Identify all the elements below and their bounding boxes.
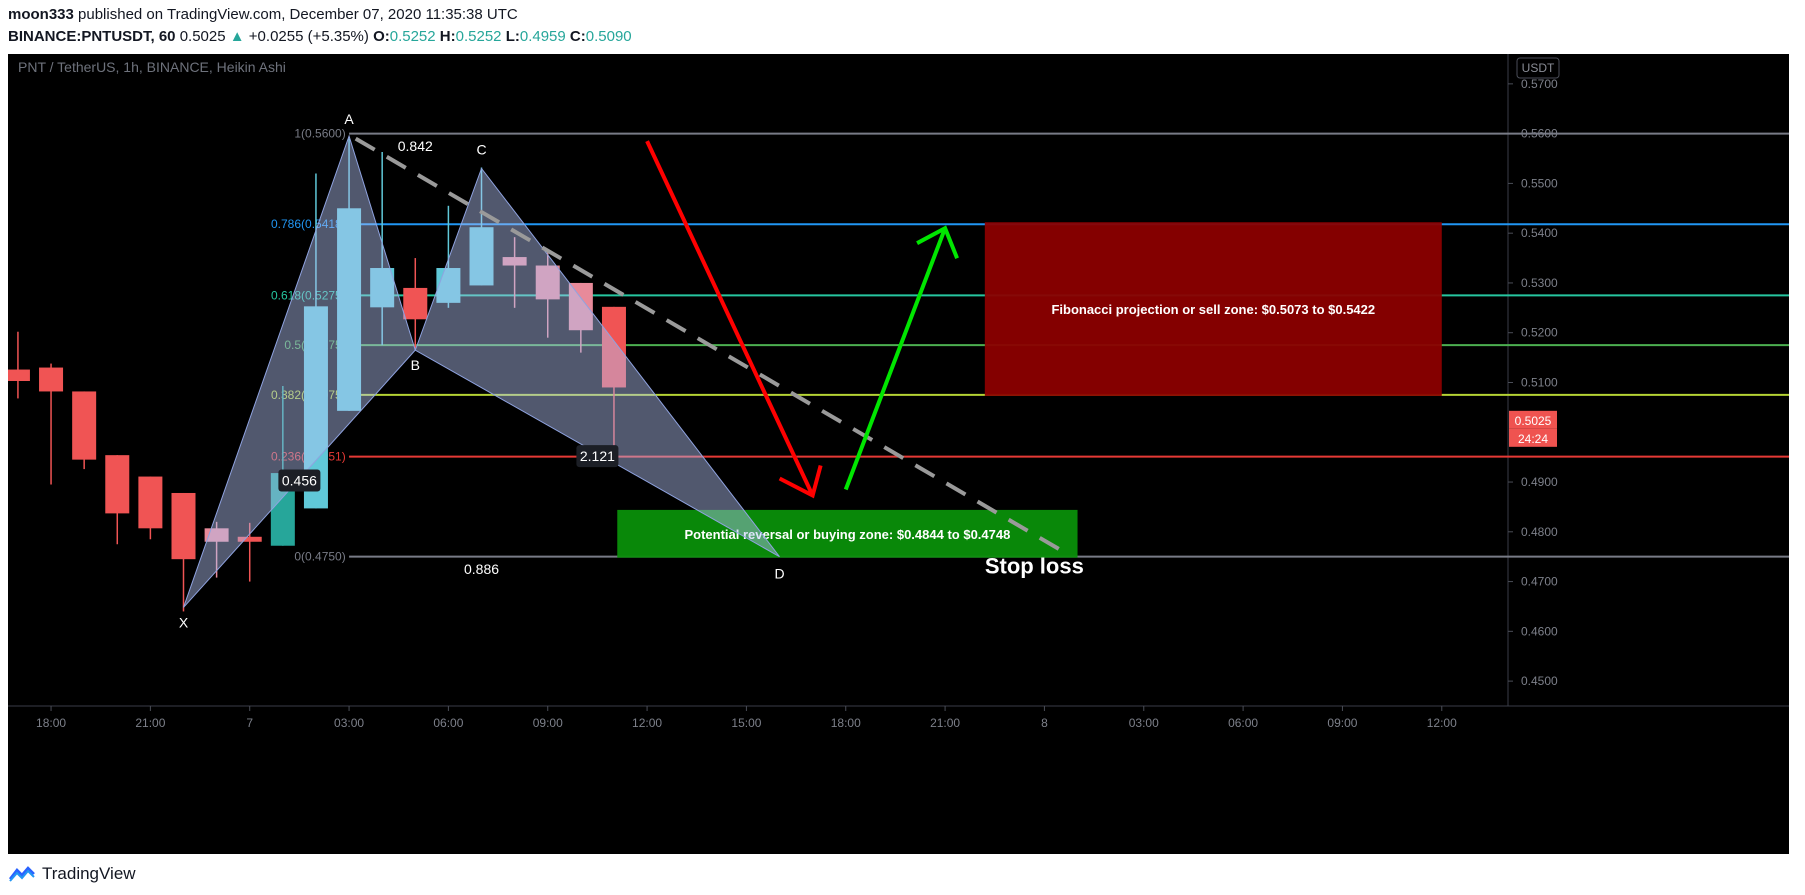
x-tick-label: 7 <box>246 716 253 730</box>
candle-body <box>39 367 64 392</box>
ratio-label: 0.886 <box>464 561 499 577</box>
fib-level-label: 0(0.4750) <box>294 550 345 564</box>
pattern-point-label: A <box>344 111 354 127</box>
up-arrow-shaft <box>843 227 947 491</box>
low-value: 0.4959 <box>519 28 566 45</box>
y-tick-label: 0.4800 <box>1521 525 1558 539</box>
footer-brand: TradingView <box>8 860 136 888</box>
chart-title: PNT / TetherUS, 1h, BINANCE, Heikin Ashi <box>18 59 286 75</box>
price-chart[interactable]: PNT / TetherUS, 1h, BINANCE, Heikin Ashi… <box>8 54 1789 854</box>
x-tick-label: 12:00 <box>632 716 662 730</box>
currency-badge: USDT <box>1516 57 1560 79</box>
y-tick-label: 0.4700 <box>1521 575 1558 589</box>
candle-body <box>138 476 163 529</box>
currency-badge-box <box>1516 57 1560 79</box>
x-tick-label: 09:00 <box>533 716 563 730</box>
last-price: 0.5025 <box>179 28 226 45</box>
candle-body <box>568 282 593 331</box>
publish-line: moon333 published on TradingView.com, De… <box>8 6 518 23</box>
x-tick-label: 03:00 <box>1129 716 1159 730</box>
x-tick-label: 03:00 <box>334 716 364 730</box>
candle-body <box>403 287 428 320</box>
candle-body <box>337 208 362 411</box>
ratio-label-box <box>576 445 619 468</box>
candle-body <box>601 306 626 388</box>
high-label: H: <box>439 28 456 45</box>
fib-level-label: 0.618(0.5275) <box>271 288 346 302</box>
up-arrowhead <box>916 225 959 259</box>
candle-body <box>105 455 130 514</box>
x-tick-label: 15:00 <box>731 716 761 730</box>
dashed-trend-line <box>354 136 1062 552</box>
x-tick-label: 8 <box>1041 716 1048 730</box>
last-price-badge <box>1509 410 1557 429</box>
candle-body <box>171 492 196 560</box>
change-up-icon: ▲ <box>229 28 245 45</box>
y-tick-label: 0.4900 <box>1521 475 1558 489</box>
ratio-label: 0.456 <box>282 473 317 489</box>
open-value: 0.5252 <box>389 28 436 45</box>
candle-body <box>436 268 461 303</box>
chart-panel[interactable]: PNT / TetherUS, 1h, BINANCE, Heikin Ashi… <box>8 54 1789 854</box>
candle-body <box>370 268 395 308</box>
x-tick-label: 09:00 <box>1327 716 1357 730</box>
y-tick-label: 0.4600 <box>1521 624 1558 638</box>
low-label: L: <box>505 28 520 45</box>
countdown-value: 24:24 <box>1518 432 1548 446</box>
buy-zone-label: Potential reversal or buying zone: $0.48… <box>684 527 1010 542</box>
brand-name[interactable]: TradingView <box>42 864 136 883</box>
y-tick-label: 0.5300 <box>1521 276 1558 290</box>
candle-body <box>8 369 30 381</box>
y-tick-label: 0.5100 <box>1521 375 1558 389</box>
pattern-point-label: C <box>476 141 486 157</box>
x-tick-label: 06:00 <box>433 716 463 730</box>
tradingview-logo-icon <box>8 866 35 882</box>
close-value: 0.5090 <box>585 28 632 45</box>
y-tick-label: 0.4500 <box>1521 674 1558 688</box>
close-label: C: <box>569 28 586 45</box>
time-scale <box>8 706 1789 854</box>
sell-zone-label: Fibonacci projection or sell zone: $0.50… <box>1051 302 1375 317</box>
stop-loss-label: Stop loss <box>985 554 1084 579</box>
countdown-badge <box>1509 428 1557 447</box>
buy-zone <box>617 509 1078 558</box>
price-scale <box>1508 54 1789 706</box>
y-tick-label: 0.5400 <box>1521 226 1558 240</box>
change-value: +0.0255 (+5.35%) <box>248 28 369 45</box>
pattern-point-label: X <box>179 614 189 630</box>
x-tick-label: 12:00 <box>1427 716 1457 730</box>
candle-body <box>502 257 527 266</box>
pattern-point-label: B <box>411 357 420 373</box>
author-name[interactable]: moon333 <box>8 6 74 23</box>
sell-zone <box>984 222 1442 396</box>
x-tick-label: 18:00 <box>831 716 861 730</box>
fib-level-label: 0.786(0.5418) <box>271 217 346 231</box>
candle-body <box>72 391 97 460</box>
high-value: 0.5252 <box>455 28 502 45</box>
y-tick-label: 0.5500 <box>1521 176 1558 190</box>
x-tick-label: 06:00 <box>1228 716 1258 730</box>
open-label: O: <box>373 28 390 45</box>
published-text: published on TradingView.com, December 0… <box>78 6 518 23</box>
y-tick-label: 0.5700 <box>1521 77 1558 91</box>
ohlc-line: BINANCE:PNTUSDT, 60 0.5025 ▲ +0.0255 (+5… <box>8 28 632 45</box>
candle-body <box>469 227 494 286</box>
x-tick-label: 21:00 <box>135 716 165 730</box>
ratio-label: 2.121 <box>580 448 615 464</box>
currency-label: USDT <box>1522 61 1555 75</box>
x-tick-label: 18:00 <box>36 716 66 730</box>
last-price-value: 0.5025 <box>1515 414 1552 428</box>
symbol-label: BINANCE:PNTUSDT, 60 <box>8 28 176 45</box>
ratio-label-box <box>278 469 321 492</box>
y-tick-label: 0.5200 <box>1521 326 1558 340</box>
down-arrowhead <box>778 464 823 499</box>
down-arrow-shaft <box>645 140 815 497</box>
ratio-label: 0.842 <box>398 138 433 154</box>
fib-level-label: 1(0.5600) <box>294 127 345 141</box>
candle-body <box>535 265 560 300</box>
candle-body <box>237 536 262 542</box>
x-tick-label: 21:00 <box>930 716 960 730</box>
pattern-point-label: D <box>774 566 784 582</box>
